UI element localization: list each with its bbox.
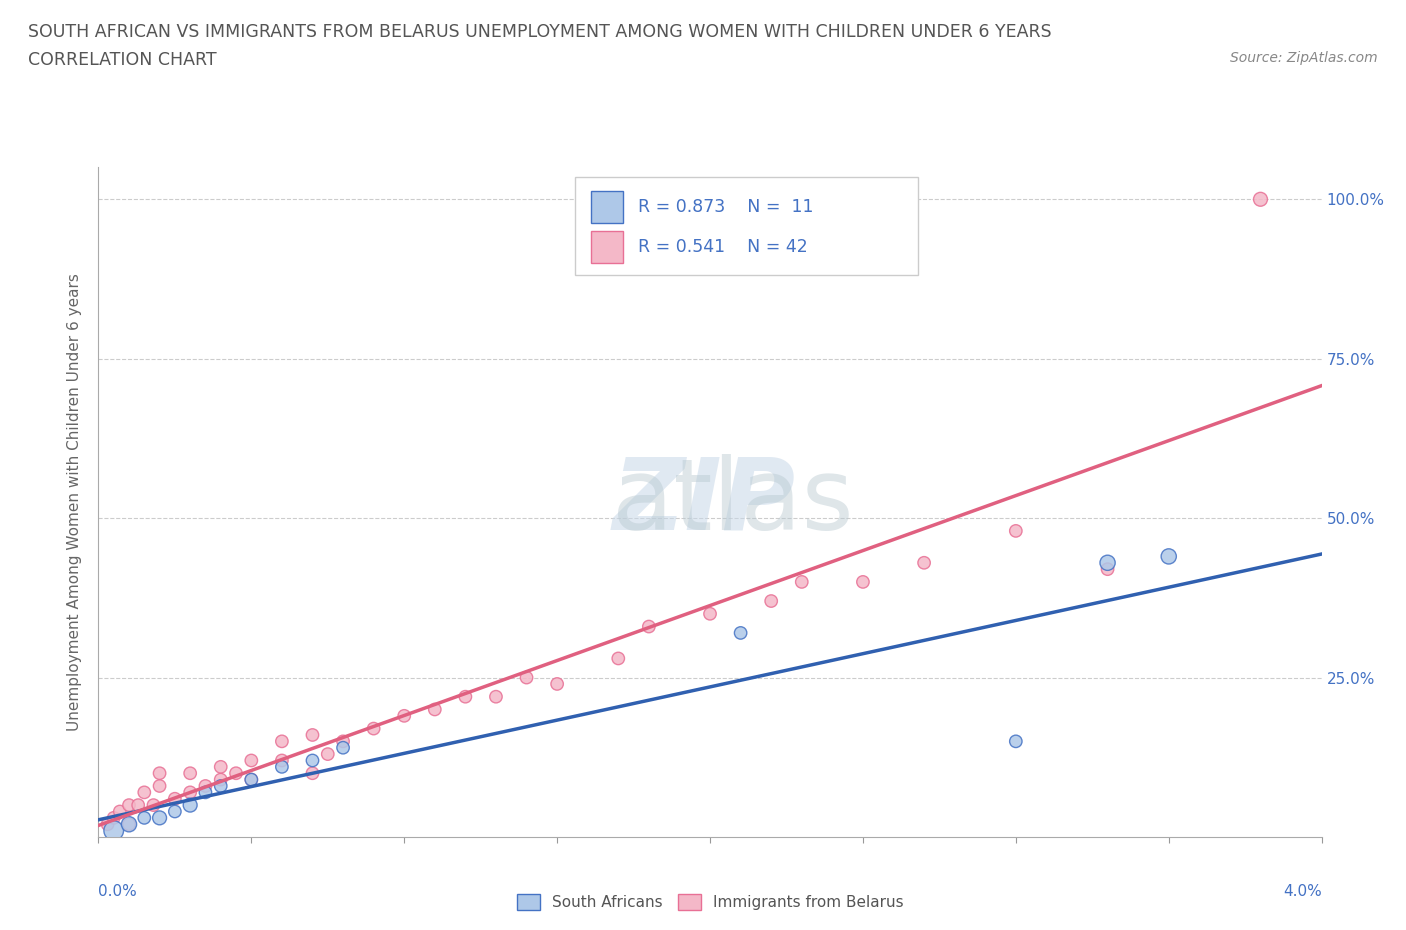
Point <box>103 823 125 838</box>
Bar <box>592 191 623 223</box>
Point <box>127 798 149 813</box>
Point <box>209 778 232 793</box>
Point <box>790 575 813 590</box>
Point <box>194 778 217 793</box>
Point <box>270 734 294 749</box>
Text: R = 0.873    N =  11: R = 0.873 N = 11 <box>638 198 813 216</box>
Point <box>730 626 752 641</box>
Legend: South Africans, Immigrants from Belarus: South Africans, Immigrants from Belarus <box>510 888 910 916</box>
Point <box>149 765 172 780</box>
Text: CORRELATION CHART: CORRELATION CHART <box>28 51 217 69</box>
Point <box>149 810 172 825</box>
Point <box>163 804 186 819</box>
Point <box>194 785 217 800</box>
Text: atlas: atlas <box>612 454 853 551</box>
Point <box>912 555 935 570</box>
Point <box>1004 524 1026 538</box>
Point <box>142 798 165 813</box>
Text: SOUTH AFRICAN VS IMMIGRANTS FROM BELARUS UNEMPLOYMENT AMONG WOMEN WITH CHILDREN : SOUTH AFRICAN VS IMMIGRANTS FROM BELARUS… <box>28 23 1052 41</box>
Point <box>301 753 323 768</box>
Point <box>1097 562 1119 577</box>
Point <box>108 804 131 819</box>
Point <box>270 760 294 775</box>
Point <box>103 810 125 825</box>
Text: 0.0%: 0.0% <box>98 884 138 899</box>
Point <box>270 753 294 768</box>
Point <box>607 651 630 666</box>
Point <box>852 575 875 590</box>
Point <box>209 760 232 775</box>
Text: 4.0%: 4.0% <box>1282 884 1322 899</box>
Point <box>97 817 120 831</box>
Point <box>240 753 263 768</box>
Bar <box>592 231 623 263</box>
Point <box>423 702 446 717</box>
Point <box>179 765 201 780</box>
Point <box>1097 555 1119 570</box>
Point <box>134 810 156 825</box>
Point <box>134 785 156 800</box>
Point <box>485 689 508 704</box>
Point <box>163 791 186 806</box>
Point <box>332 740 354 755</box>
Point <box>301 727 323 742</box>
FancyBboxPatch shape <box>575 178 918 274</box>
Point <box>179 785 201 800</box>
Point <box>516 671 538 685</box>
Point <box>301 765 323 780</box>
Y-axis label: Unemployment Among Women with Children Under 6 years: Unemployment Among Women with Children U… <box>67 273 83 731</box>
Point <box>699 606 721 621</box>
Point <box>546 676 568 691</box>
Point <box>118 817 141 831</box>
Point <box>118 817 141 831</box>
Text: Source: ZipAtlas.com: Source: ZipAtlas.com <box>1230 51 1378 65</box>
Point <box>1004 734 1026 749</box>
Text: ZIP: ZIP <box>612 454 796 551</box>
Point <box>759 593 782 608</box>
Point <box>363 721 385 736</box>
Point <box>118 798 141 813</box>
Text: R = 0.541    N = 42: R = 0.541 N = 42 <box>638 238 807 256</box>
Point <box>209 772 232 787</box>
Point <box>316 747 339 762</box>
Point <box>454 689 477 704</box>
Point <box>332 734 354 749</box>
Point <box>179 798 201 813</box>
Point <box>392 709 416 724</box>
Point <box>637 619 661 634</box>
Point <box>240 772 263 787</box>
Point <box>240 772 263 787</box>
Point <box>1157 549 1180 564</box>
Point <box>1249 192 1271 206</box>
Point <box>225 765 247 780</box>
Point <box>149 778 172 793</box>
